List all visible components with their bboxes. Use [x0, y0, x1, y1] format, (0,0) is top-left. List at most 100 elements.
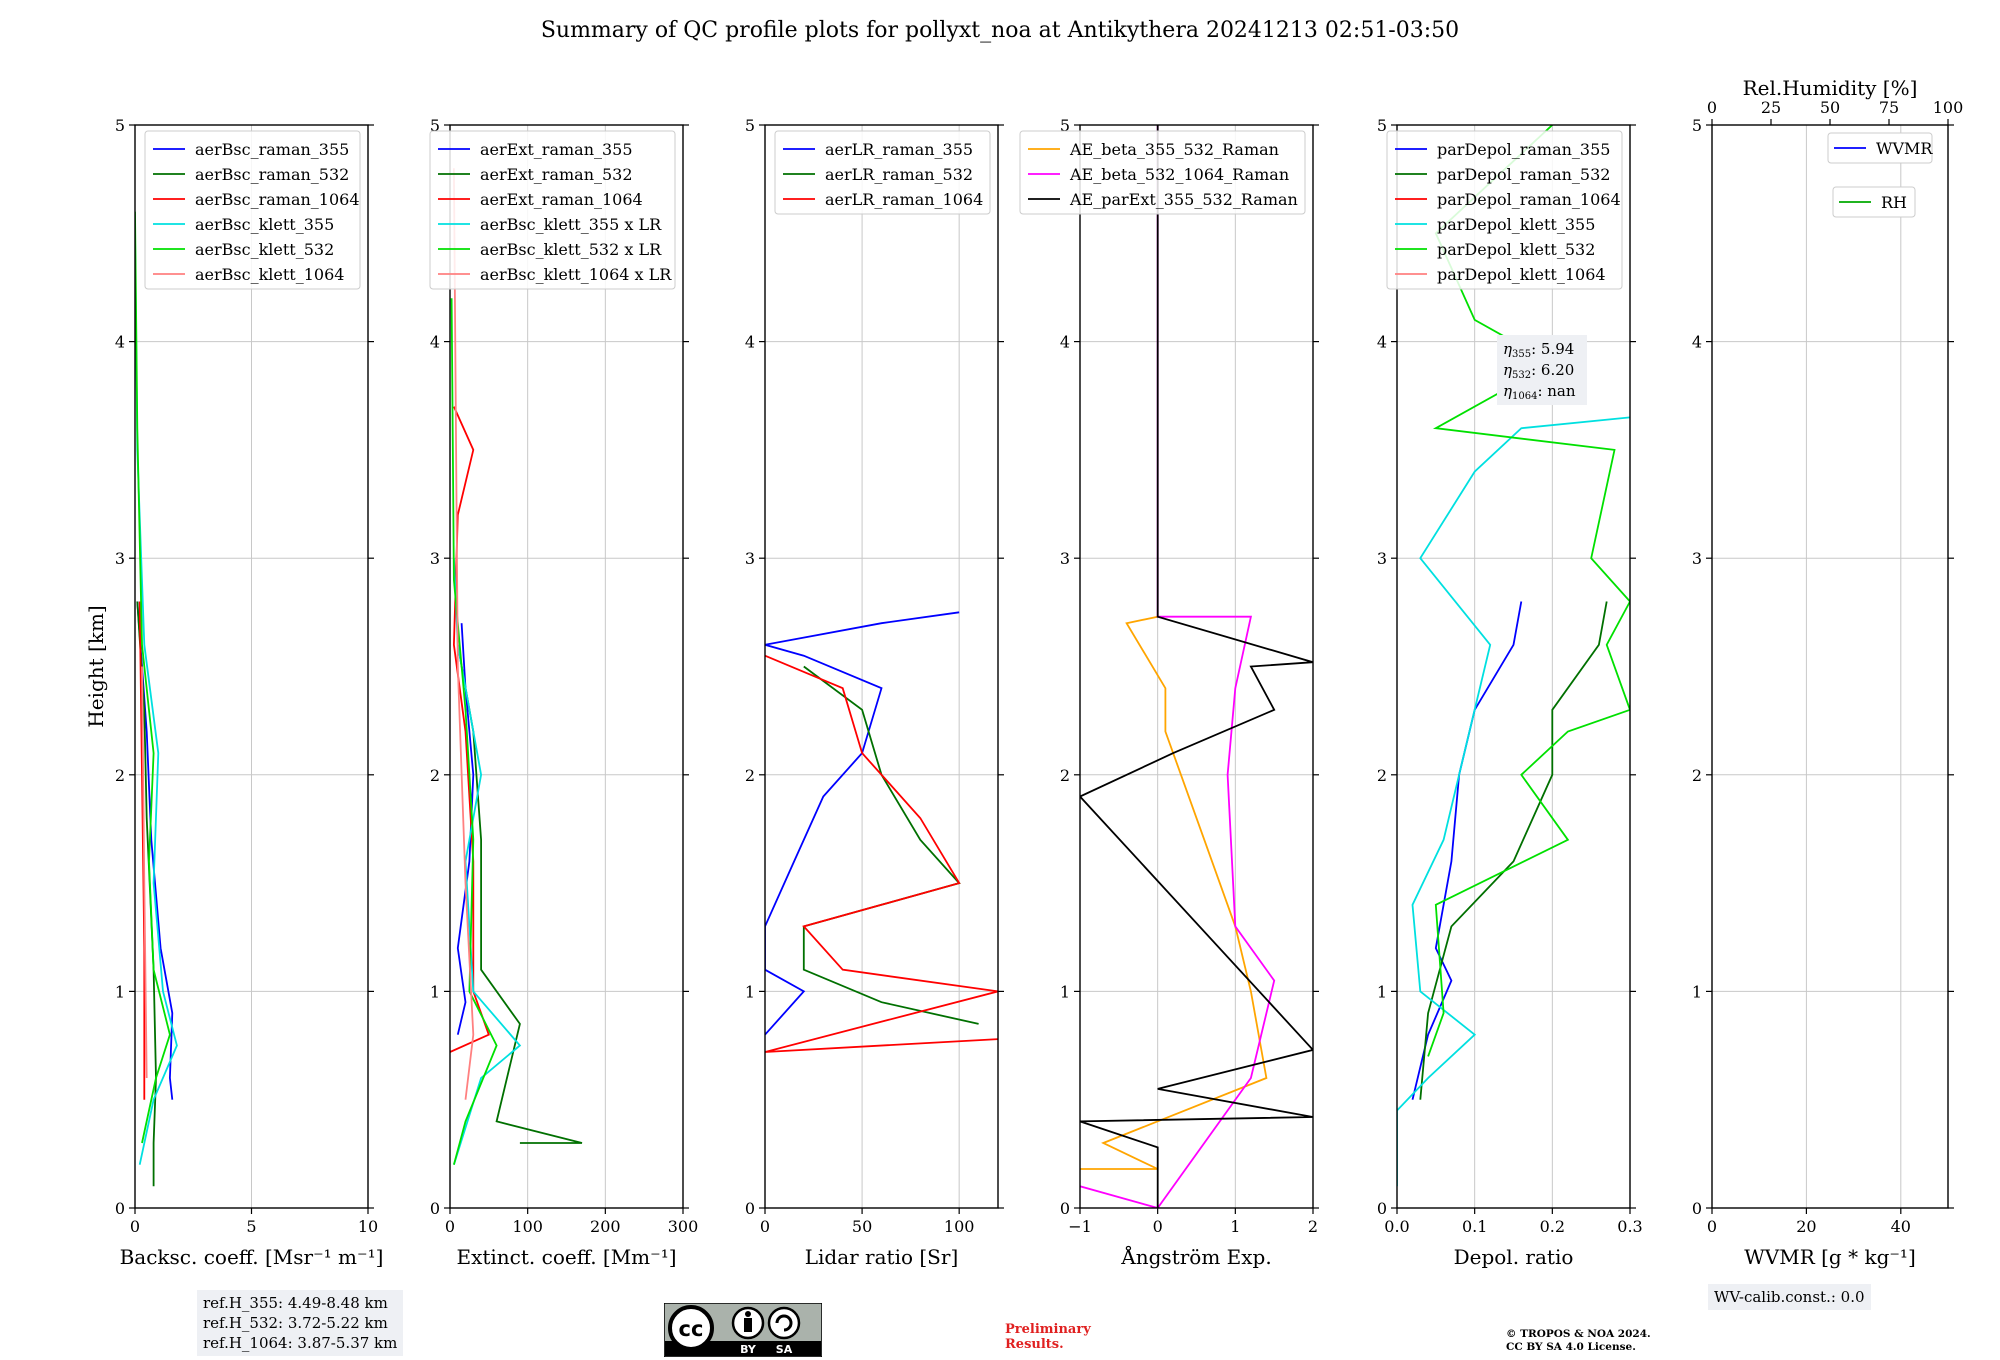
- legend-box: [144, 130, 361, 290]
- legend-label: aerBsc_klett_532 x LR: [480, 240, 662, 259]
- y-tick-label: 3: [1060, 549, 1070, 568]
- legend-label: aerBsc_raman_355: [195, 140, 349, 159]
- y-tick-label: 3: [115, 549, 125, 568]
- y-tick-label: 1: [430, 982, 440, 1001]
- preliminary-line-1: Preliminary: [1005, 1322, 1091, 1337]
- legend-box: [1386, 130, 1623, 290]
- x2-tick-label: 50: [1820, 98, 1840, 117]
- panel-5: 0.0 0.1 0.2 0.3 0 1 2 3 4 5 Depol. ratio parDepol_r…: [1377, 116, 1643, 1269]
- legend-label: aerLR_raman_1064: [825, 190, 983, 209]
- legend-label: aerExt_raman_1064: [480, 190, 643, 209]
- series-line-aerbsc-klett-1064: [141, 666, 148, 1079]
- copyright-note: © TROPOS & NOA 2024. CC BY SA 4.0 Licens…: [1506, 1328, 1651, 1354]
- y-tick-label: 3: [430, 549, 440, 568]
- y-tick-label: 3: [745, 549, 755, 568]
- x-tick-label: 2: [1308, 1217, 1318, 1236]
- legend-label: parDepol_klett_355: [1437, 215, 1595, 234]
- legend-label: aerLR_raman_355: [825, 140, 973, 159]
- y-tick-label: 5: [1377, 116, 1387, 135]
- axes-frame: [1079, 124, 1314, 1209]
- legend-label: aerExt_raman_532: [480, 165, 633, 184]
- eta-355: η355: 5.94: [1503, 340, 1574, 360]
- x-tick-label: 10: [358, 1217, 378, 1236]
- cc-sa-label: SA: [776, 1343, 793, 1356]
- eta-1064: η1064: nan: [1503, 382, 1576, 402]
- x-axis-label: Extinct. coeff. [Mm⁻¹]: [456, 1245, 676, 1269]
- x-axis-label: WVMR [g * kg⁻¹]: [1744, 1245, 1916, 1269]
- legend-label: aerLR_raman_532: [825, 165, 973, 184]
- series-line-ae-beta-355-532-raman: [1080, 615, 1268, 1170]
- legend-label: RH: [1881, 193, 1907, 212]
- legend-label: aerBsc_klett_1064: [195, 265, 344, 284]
- copyright-line-2: CC BY SA 4.0 License.: [1506, 1341, 1636, 1353]
- x-tick-label: 5: [246, 1217, 256, 1236]
- y-tick-label: 4: [430, 333, 440, 352]
- legend-label: AE_beta_355_532_Raman: [1069, 140, 1279, 159]
- x-tick-label: 0: [1707, 1217, 1717, 1236]
- legend-label: parDepol_raman_532: [1437, 165, 1610, 184]
- x-tick-label: 100: [512, 1217, 543, 1236]
- y-tick-label: 2: [430, 766, 440, 785]
- x-axis-label: Depol. ratio: [1454, 1245, 1574, 1269]
- series-line-aerbsc-klett-532-x-lr: [450, 298, 498, 1165]
- cc-by-sa-logo-icon: cc BY SA: [664, 1303, 822, 1357]
- x2-tick-label: 25: [1761, 98, 1781, 117]
- preliminary-line-2: Results.: [1005, 1337, 1064, 1352]
- axes-frame: [1711, 124, 1949, 1209]
- series-line-pardepol-raman-355: [1411, 601, 1523, 1100]
- panel-1: 0 5 10 0 1 2 3 4 5 Backsc. coeff. [Msr⁻¹ m⁻¹] Heig…: [84, 116, 383, 1269]
- series-line-pardepol-raman-532: [1419, 601, 1608, 1100]
- legend-label: WVMR: [1876, 139, 1933, 158]
- preliminary-note: Preliminary Results.: [1005, 1322, 1091, 1352]
- y-tick-label: 0: [1377, 1199, 1387, 1218]
- reference-height-box: ref.H_355: 4.49-8.48 km ref.H_532: 3.72-…: [197, 1290, 404, 1356]
- refh-532: ref.H_532: 3.72-5.22 km: [203, 1314, 388, 1332]
- legend: AE_beta_355_532_Raman AE_beta_532_1064_Ra…: [1019, 130, 1306, 215]
- x-tick-label: 300: [668, 1217, 699, 1236]
- y-tick-label: 1: [1692, 982, 1702, 1001]
- y-tick-label: 0: [1692, 1199, 1702, 1218]
- legend-label: aerExt_raman_355: [480, 140, 633, 159]
- x-tick-label: 0.3: [1617, 1217, 1642, 1236]
- wv-calib-box: WV-calib.const.: 0.0: [1708, 1284, 1871, 1310]
- x-tick-label: 0.1: [1462, 1217, 1487, 1236]
- series-line-aerlr-raman-1064: [765, 654, 998, 1053]
- legend: aerLR_raman_355 aerLR_raman_532 aerLR_rama…: [774, 130, 991, 215]
- x-axis-label: Ångström Exp.: [1120, 1244, 1271, 1269]
- panel-6: 0 20 40 0 1 2 3 4 5 WVMR [g * kg⁻¹] 0 25 50 75 100 Rel.…: [1692, 76, 1963, 1269]
- legend: parDepol_raman_355 parDepol_raman_532 parD…: [1386, 130, 1623, 290]
- series-line-aerlr-raman-532: [802, 665, 979, 1025]
- x-tick-label: −1: [1068, 1217, 1092, 1236]
- legend-box: [429, 130, 676, 290]
- figure-title: Summary of QC profile plots for pollyxt_…: [540, 18, 1460, 43]
- y-tick-label: 4: [1377, 333, 1387, 352]
- y-tick-label: 5: [115, 116, 125, 135]
- legend-rh: RH: [1832, 186, 1916, 218]
- x-axis-label: Lidar ratio [Sr]: [805, 1245, 959, 1269]
- axes-frame: [764, 124, 999, 1209]
- x-axis-label: Backsc. coeff. [Msr⁻¹ m⁻¹]: [120, 1245, 384, 1269]
- refh-1064: ref.H_1064: 3.87-5.37 km: [203, 1334, 398, 1352]
- panel-2: 0 100 200 300 0 1 2 3 4 5 Extinct. coeff. [Mm⁻¹] ae…: [429, 116, 699, 1269]
- y-tick-label: 1: [1377, 982, 1387, 1001]
- legend-label: parDepol_raman_1064: [1437, 190, 1621, 209]
- cc-by-label: BY: [740, 1343, 757, 1356]
- x-tick-label: 20: [1796, 1217, 1816, 1236]
- legend-label: AE_parExt_355_532_Raman: [1069, 190, 1298, 209]
- y-tick-label: 2: [1692, 766, 1702, 785]
- series-line-aerbsc-klett-532: [135, 211, 171, 1144]
- y-tick-label: 3: [1692, 549, 1702, 568]
- legend-wvmr: WVMR: [1827, 132, 1933, 164]
- legend-label: aerBsc_raman_532: [195, 165, 349, 184]
- y-axis-label: Height [km]: [84, 605, 108, 727]
- x-tick-label: 0: [1153, 1217, 1163, 1236]
- x2-axis-label: Rel.Humidity [%]: [1743, 76, 1918, 100]
- svg-text:cc: cc: [679, 1317, 704, 1341]
- y-tick-label: 4: [745, 333, 755, 352]
- axes-frame: [449, 124, 684, 1209]
- y-tick-label: 4: [1692, 333, 1702, 352]
- x2-tick-label: 0: [1707, 98, 1717, 117]
- y-tick-label: 0: [1060, 1199, 1070, 1218]
